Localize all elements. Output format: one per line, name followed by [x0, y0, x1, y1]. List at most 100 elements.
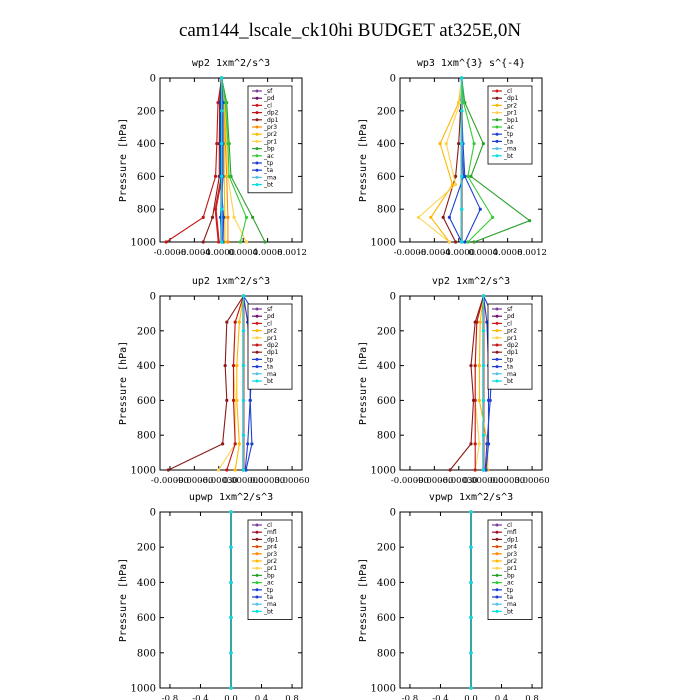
legend-entry: _dp1: [263, 536, 279, 543]
legend-marker: [495, 581, 499, 585]
series-point: [486, 442, 491, 446]
legend-marker: [495, 307, 499, 311]
legend-marker: [255, 321, 259, 325]
legend-marker: [255, 566, 259, 570]
legend-entry: _ta: [263, 594, 273, 601]
series-point: [460, 109, 464, 113]
legend-entry: _dp2: [263, 342, 279, 349]
panel-3: vp2 1xm^2/s^3 0 200 400 600 800 1000 Pressure […: [358, 276, 550, 486]
series-point: [226, 240, 230, 244]
legend-entry: _ma: [503, 146, 517, 153]
legend-marker: [495, 530, 499, 534]
series-point: [444, 142, 448, 146]
legend-marker: [255, 588, 259, 592]
y-tick-label: 1000: [131, 684, 156, 695]
legend-entry: _ma: [503, 601, 517, 608]
legend-marker: [255, 329, 259, 333]
y-tick-label: 600: [377, 613, 396, 624]
legend-marker: [255, 125, 259, 129]
panel-4: upwp 1xm^2/s^3 0 200 400 600 800 1000 Pressure …: [118, 492, 303, 700]
plot-frame: [399, 295, 543, 471]
panel-1: wp3 1xm^{3} s^{-4} 0 200 400 600 800 1000 Press…: [358, 58, 547, 258]
legend-entry: _pr3: [263, 124, 277, 131]
series-point: [450, 183, 455, 187]
series-point: [481, 398, 486, 402]
series-line-ta: [219, 77, 224, 243]
series-point: [233, 468, 237, 472]
series-line-pr2: [430, 77, 463, 243]
plot-frame: [159, 77, 303, 243]
series-point: [441, 215, 445, 219]
series-point: [472, 240, 476, 244]
legend-marker: [255, 545, 259, 549]
legend-marker: [495, 125, 499, 129]
series-point: [438, 142, 442, 146]
series-point: [215, 142, 219, 146]
legend-entry: _pr1: [263, 335, 277, 342]
legend-entry: _bp: [263, 146, 275, 153]
series-point: [229, 651, 233, 655]
series-point: [233, 320, 237, 324]
series-point: [237, 320, 241, 324]
series-point: [225, 320, 229, 324]
y-axis-label: Pressure [hPa]: [358, 341, 369, 425]
legend-entry: _pr3: [503, 551, 517, 558]
series-point: [478, 320, 482, 324]
legend-marker: [495, 321, 499, 325]
legend-entry: _mfl: [263, 529, 277, 536]
legend-entry: _sf: [503, 306, 513, 313]
series-point: [481, 294, 486, 298]
legend-marker: [255, 537, 259, 541]
legend-marker: [255, 602, 259, 606]
legend-entry: _tp: [263, 587, 273, 594]
series-point: [481, 142, 485, 146]
y-tick-label: 1000: [131, 238, 156, 249]
legend-entry: _ma: [263, 174, 277, 181]
legend-entry: _ac: [263, 580, 274, 587]
x-tick-label: 0.000000: [463, 476, 504, 486]
legend-marker: [495, 537, 499, 541]
legend-marker: [255, 343, 259, 347]
y-tick-label: 0: [390, 292, 396, 303]
series-point: [448, 468, 452, 472]
legend-entry: _ac: [263, 153, 274, 160]
x-tick-label: 0.000000: [223, 476, 264, 486]
legend-marker: [495, 154, 499, 158]
series-point: [491, 215, 495, 219]
x-tick-label: -0.00030: [200, 476, 238, 486]
legend-marker: [495, 545, 499, 549]
series-point: [223, 101, 228, 105]
series-point: [216, 468, 221, 472]
series-line-dp2: [226, 295, 245, 471]
legend-entry: _pd: [263, 313, 275, 320]
legend-marker: [495, 111, 499, 115]
legend-entry: _bt: [503, 153, 514, 160]
series-point: [220, 76, 224, 80]
y-tick-label: 800: [377, 648, 396, 659]
series-point: [229, 686, 233, 690]
x-tick-label: -0.00060: [415, 476, 453, 486]
series-point: [460, 207, 464, 211]
legend-entry: _bp1: [503, 117, 519, 124]
legend-entry: _bt: [263, 608, 274, 615]
legend-marker: [495, 96, 499, 100]
panel-title: wp3 1xm^{3} s^{-4}: [417, 58, 525, 69]
legend-entry: _bp: [503, 572, 515, 579]
legend-marker: [255, 595, 259, 599]
legend-entry: _pr1: [263, 138, 277, 145]
series-point: [473, 364, 477, 368]
legend-box: [247, 85, 293, 194]
series-point: [481, 433, 486, 437]
panel-5: vpwp 1xm^2/s^3 0 200 400 600 800 1000 Pressure …: [358, 492, 543, 700]
legend-entry: _dp1: [263, 117, 279, 124]
x-tick-label: -0.8: [402, 694, 418, 700]
x-tick-label: 0.0004: [228, 248, 258, 258]
legend-marker: [255, 103, 259, 107]
series-line-pr1: [417, 77, 463, 243]
legend-entry: _sf: [263, 306, 273, 313]
legend-entry: _dp1: [503, 536, 519, 543]
legend-entry: _bt: [503, 608, 514, 615]
y-axis-label: Pressure [hPa]: [358, 558, 369, 642]
x-tick-label: -0.00090: [391, 476, 429, 486]
legend-entry: _ta: [263, 364, 273, 371]
